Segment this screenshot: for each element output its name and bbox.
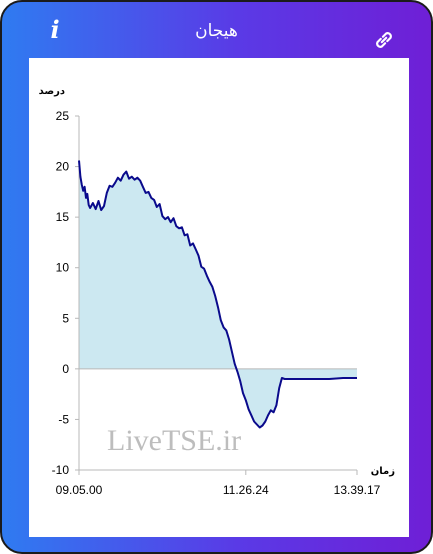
y-tick-label: 0 [62,362,69,376]
y-tick-label: -5 [58,412,69,426]
series-line [78,160,357,429]
x-tick-label: 09.05.00 [56,483,103,497]
y-tick-label: 20 [56,160,70,174]
y-axis-label: درصد [39,86,65,97]
y-tick-label: 10 [56,261,70,275]
y-tick-label: 25 [56,109,70,123]
y-tick-label: -10 [52,463,70,477]
x-axis-label: زمان [371,466,395,477]
page-title: هیجان [195,21,238,41]
info-button[interactable]: i [44,16,66,44]
x-ticks: 09.05.00 11.26.24 13.39.17 [56,470,381,497]
header: i هیجان [2,2,431,60]
area-chart: درصد زمان 25 20 15 10 5 0 -5 -10 09.05.00 11.26.… [39,86,396,497]
chart-panel: درصد زمان 25 20 15 10 5 0 -5 -10 09.05.00 11.26.… [29,58,409,537]
y-tick-label: 5 [62,311,69,325]
info-icon: i [50,15,60,44]
x-tick-label: 13.39.17 [334,483,381,497]
watermark: LiveTSE.ir [107,424,241,457]
y-ticks: 25 20 15 10 5 0 -5 -10 [52,109,79,477]
link-icon[interactable] [371,27,397,53]
area-fill [79,160,357,428]
x-tick-label: 11.26.24 [223,483,269,497]
y-tick-label: 15 [56,210,70,224]
